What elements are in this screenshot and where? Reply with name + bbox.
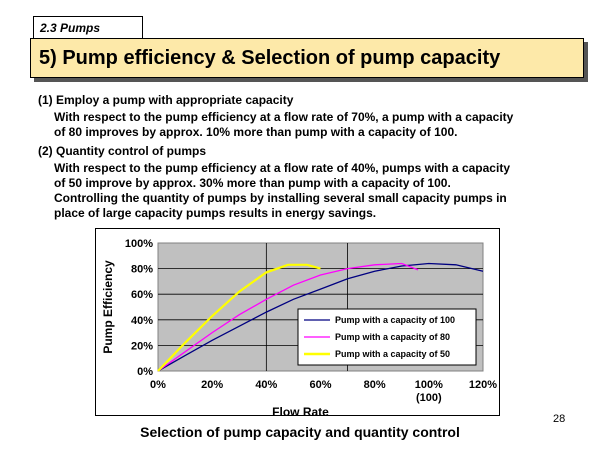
- section-tag: 2.3 Pumps: [33, 16, 143, 38]
- series-line: [157, 263, 321, 372]
- body-text: (1) Employ a pump with appropriate capac…: [38, 93, 588, 225]
- page-number: 28: [553, 413, 566, 425]
- legend-label: Pump with a capacity of 100: [335, 315, 455, 325]
- legend-label: Pump with a capacity of 80: [335, 332, 450, 342]
- x-extra-label: (100): [416, 392, 442, 404]
- point-1-heading: (1) Employ a pump with appropriate capac…: [38, 93, 294, 107]
- x-tick-label: 120%: [469, 379, 497, 391]
- y-tick-label: 20%: [131, 340, 153, 352]
- series-line: [157, 262, 419, 372]
- x-tick-label: 80%: [364, 379, 386, 391]
- point-1-line: With respect to the pump efficiency at a…: [54, 110, 514, 124]
- point-2-line: place of large capacity pumps results in…: [54, 206, 377, 220]
- efficiency-chart-svg: 0% 20% 40% 60% 80% 100% 0% 20% 40% 60% 80% 100% 120%…: [101, 238, 497, 417]
- series-line: [157, 262, 484, 372]
- point-2-line: With respect to the pump efficiency at a…: [54, 161, 510, 175]
- x-tick-label: 40%: [255, 379, 277, 391]
- point-2-line: of 50 improve by approx. 30% more than p…: [54, 176, 451, 190]
- point-2-heading: (2) Quantity control of pumps: [38, 144, 206, 158]
- y-axis-label: Pump Efficiency: [101, 260, 115, 354]
- y-tick-label: 100%: [125, 238, 153, 250]
- y-tick-label: 60%: [131, 289, 153, 301]
- x-tick-label: 0%: [150, 379, 166, 391]
- x-tick-label: 60%: [309, 379, 331, 391]
- chart-caption: Selection of pump capacity and quantity …: [140, 424, 460, 440]
- point-1-line: of 80 improves by approx. 10% more than …: [54, 125, 458, 139]
- y-tick-label: 80%: [131, 264, 153, 276]
- slide-title: 5) Pump efficiency & Selection of pump c…: [30, 38, 584, 78]
- x-axis-label: Flow Rate: [272, 405, 329, 417]
- point-1-text: With respect to the pump efficiency at a…: [38, 110, 588, 140]
- legend-label: Pump with a capacity of 50: [335, 349, 450, 359]
- y-tick-label: 0%: [137, 366, 153, 378]
- point-2-line: Controlling the quantity of pumps by ins…: [54, 191, 507, 205]
- y-tick-label: 40%: [131, 315, 153, 327]
- x-tick-label: 20%: [201, 379, 223, 391]
- efficiency-chart: 0% 20% 40% 60% 80% 100% 0% 20% 40% 60% 80% 100% 120%…: [95, 228, 500, 417]
- x-tick-label: 100%: [415, 379, 443, 391]
- point-2-text: With respect to the pump efficiency at a…: [38, 161, 588, 221]
